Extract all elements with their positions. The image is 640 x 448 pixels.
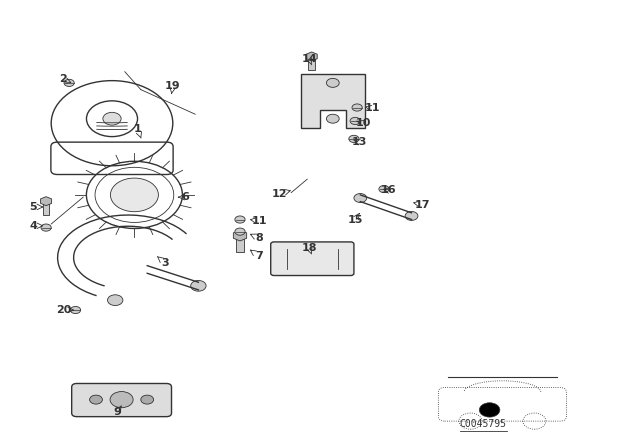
Text: 20: 20	[56, 305, 72, 315]
Text: 11: 11	[252, 216, 267, 226]
FancyBboxPatch shape	[271, 242, 354, 276]
Circle shape	[108, 295, 123, 306]
Circle shape	[352, 104, 362, 111]
Circle shape	[141, 395, 154, 404]
Circle shape	[326, 114, 339, 123]
Text: 6: 6	[182, 192, 189, 202]
Circle shape	[191, 280, 206, 291]
Circle shape	[90, 395, 102, 404]
Text: 15: 15	[348, 215, 363, 224]
Polygon shape	[301, 74, 365, 128]
Bar	[236, 236, 244, 252]
Bar	[43, 202, 49, 215]
Circle shape	[326, 78, 339, 87]
Circle shape	[235, 216, 245, 223]
Text: 1: 1	[134, 124, 141, 134]
Text: 7: 7	[255, 251, 263, 261]
Circle shape	[111, 178, 159, 212]
Text: 2: 2	[59, 74, 67, 84]
Text: 8: 8	[255, 233, 263, 243]
Text: 9: 9	[113, 407, 121, 417]
Text: 17: 17	[415, 200, 430, 210]
FancyBboxPatch shape	[72, 383, 172, 417]
Text: 11: 11	[365, 103, 380, 113]
Text: 4: 4	[29, 221, 37, 231]
Circle shape	[379, 185, 389, 193]
Circle shape	[405, 211, 418, 220]
Text: 13: 13	[352, 138, 367, 147]
Circle shape	[235, 228, 245, 235]
Circle shape	[70, 306, 81, 314]
Text: 5: 5	[29, 202, 37, 212]
Bar	[308, 57, 315, 70]
Polygon shape	[234, 230, 246, 241]
Text: 3: 3	[161, 258, 169, 268]
Text: 19: 19	[165, 82, 180, 91]
Text: 16: 16	[381, 185, 396, 195]
Text: C0045795: C0045795	[460, 419, 507, 429]
Text: 14: 14	[301, 54, 317, 64]
Circle shape	[354, 194, 367, 202]
Circle shape	[349, 135, 359, 142]
Circle shape	[41, 224, 51, 231]
Circle shape	[350, 117, 360, 125]
Polygon shape	[40, 197, 52, 206]
Polygon shape	[306, 52, 317, 61]
Circle shape	[64, 79, 74, 86]
Text: 12: 12	[272, 189, 287, 198]
Text: 10: 10	[355, 118, 371, 128]
Circle shape	[110, 392, 133, 408]
Text: 18: 18	[301, 243, 317, 253]
Circle shape	[479, 403, 500, 417]
Circle shape	[103, 112, 121, 125]
